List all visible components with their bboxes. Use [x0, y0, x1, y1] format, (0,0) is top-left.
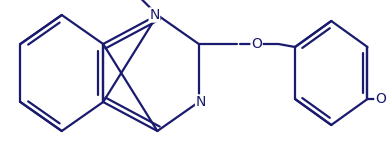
Text: N: N: [195, 95, 206, 109]
Text: O: O: [375, 92, 386, 106]
Text: N: N: [149, 8, 159, 22]
Text: O: O: [251, 37, 262, 51]
